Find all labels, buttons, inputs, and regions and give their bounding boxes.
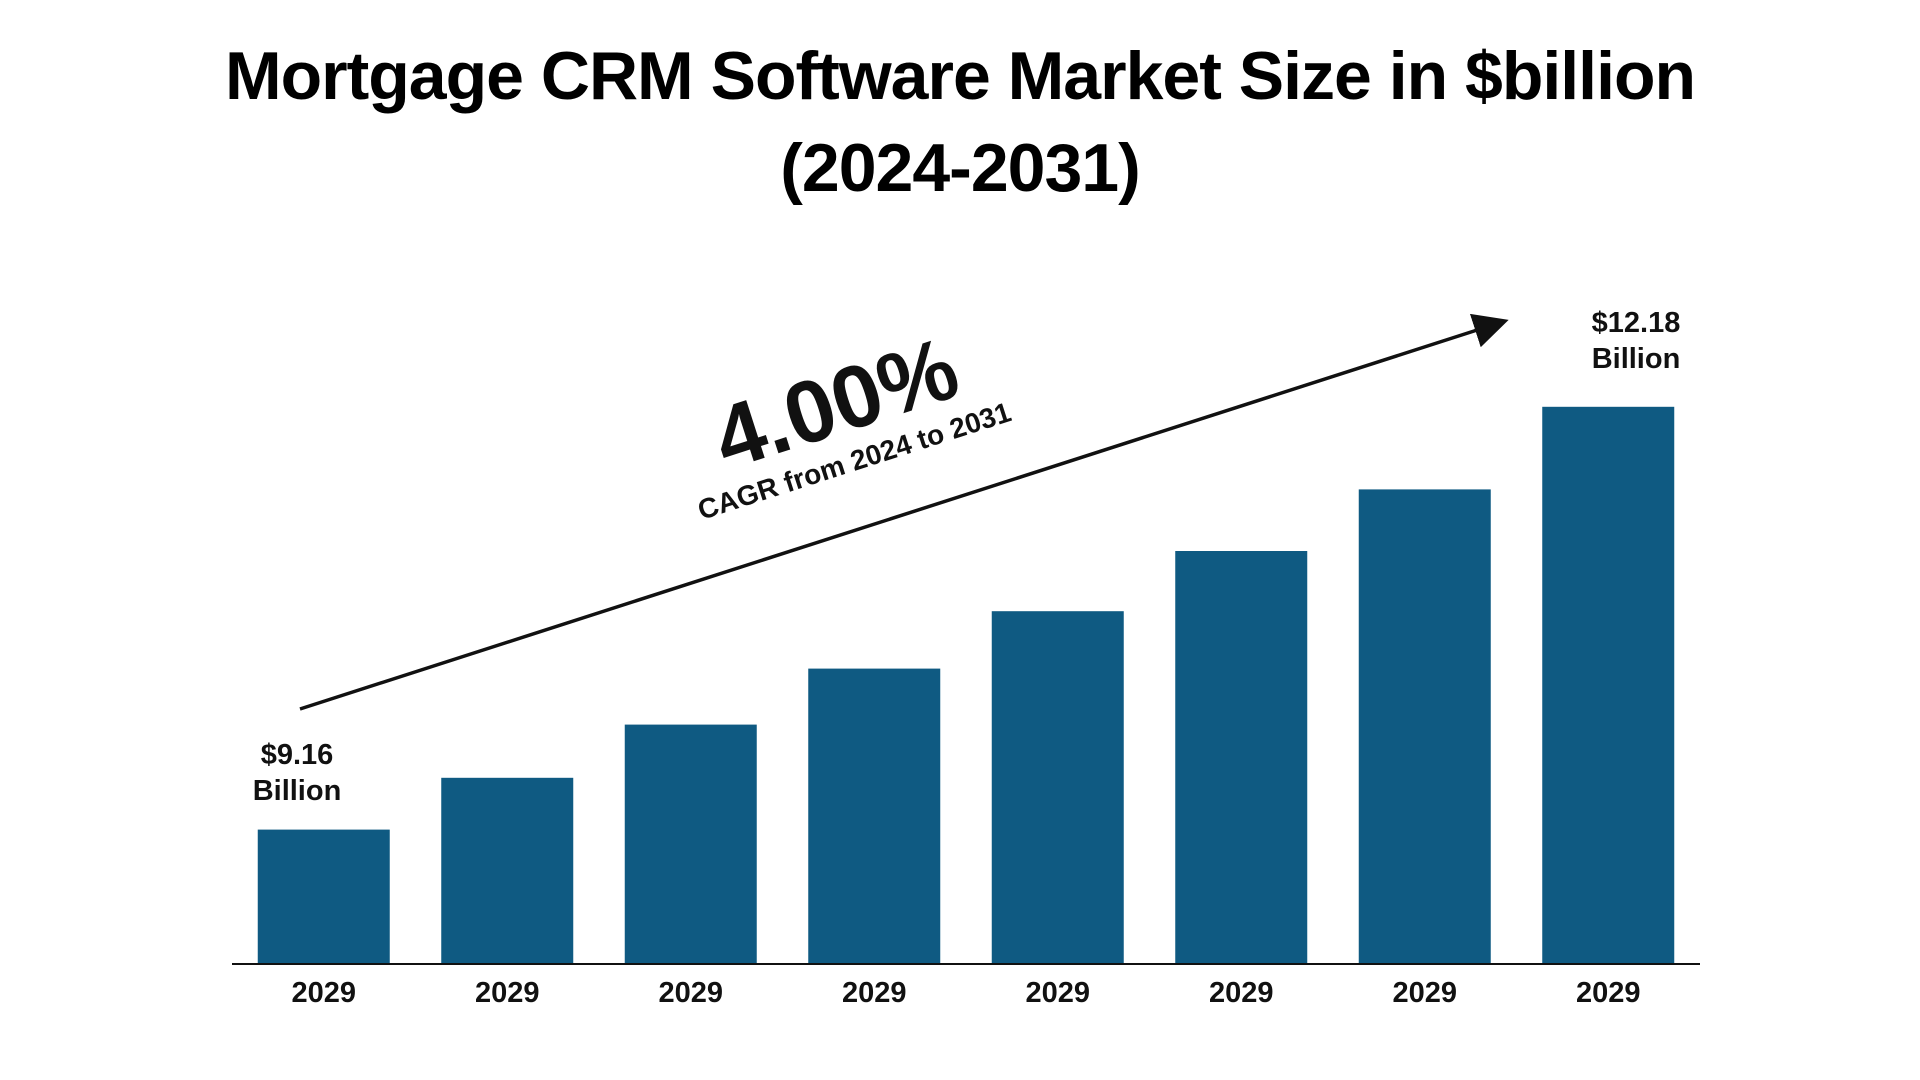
x-tick-label-3: 2029: [658, 977, 723, 1009]
last-bar-label-amount: $12.18: [1592, 307, 1681, 339]
bar-7: [1358, 489, 1491, 964]
chart-title: Mortgage CRM Software Market Size in $bi…: [0, 30, 1920, 214]
chart-title-line2: (2024-2031): [780, 130, 1140, 206]
last-bar-label-unit: Billion: [1592, 343, 1681, 375]
x-tick-labels: 2029 2029 2029 2029 2029 2029 2029 2029: [291, 977, 1640, 1009]
x-tick-label-8: 2029: [1576, 977, 1641, 1009]
bar-3: [624, 724, 757, 964]
chart-title-line1: Mortgage CRM Software Market Size in $bi…: [224, 38, 1696, 114]
cagr-trend-arrow: [299, 313, 1509, 711]
bar-8: [1542, 406, 1675, 964]
x-tick-label-7: 2029: [1392, 977, 1457, 1009]
first-bar-label-unit: Billion: [253, 775, 342, 807]
x-tick-label-1: 2029: [291, 977, 356, 1009]
x-tick-label-2: 2029: [475, 977, 540, 1009]
bar-1: [257, 829, 390, 964]
x-tick-label-6: 2029: [1209, 977, 1274, 1009]
x-tick-label-4: 2029: [842, 977, 907, 1009]
bars: [257, 406, 1675, 964]
bar-5: [991, 611, 1124, 964]
x-tick-label-5: 2029: [1025, 977, 1090, 1009]
bar-4: [808, 668, 941, 964]
first-bar-label-amount: $9.16: [261, 739, 334, 771]
bar-2: [441, 777, 574, 964]
bar-6: [1175, 551, 1308, 964]
